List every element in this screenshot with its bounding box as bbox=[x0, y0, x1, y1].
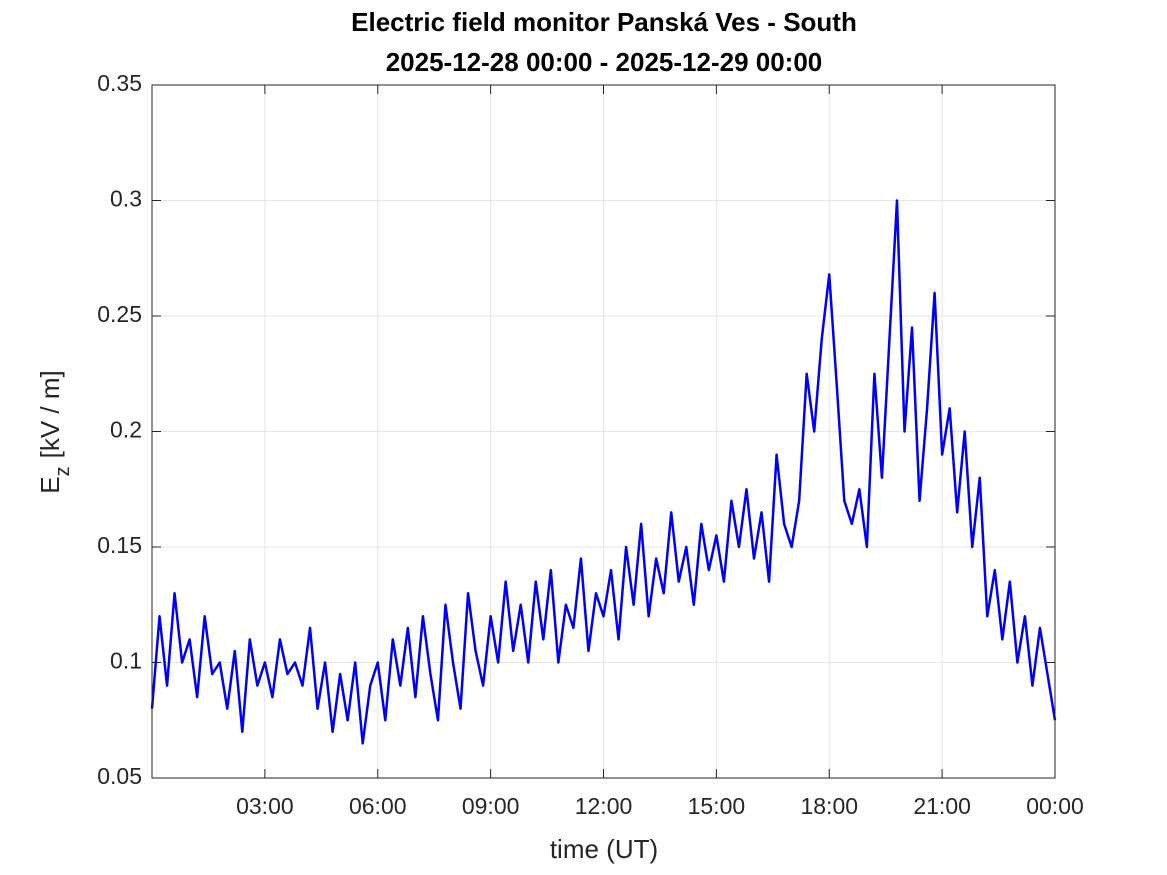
y-label-unit: [kV / m] bbox=[35, 370, 65, 458]
x-tick-label: 03:00 bbox=[236, 793, 294, 819]
y-tick-label: 0.2 bbox=[110, 417, 142, 443]
x-tick-label: 18:00 bbox=[800, 793, 858, 819]
data-line bbox=[150, 199, 1057, 745]
chart-title: Electric field monitor Panská Ves - Sout… bbox=[351, 7, 857, 37]
x-tick-label: 12:00 bbox=[575, 793, 633, 819]
y-tick-label: 0.05 bbox=[97, 763, 142, 789]
x-axis-label: time (UT) bbox=[550, 834, 658, 864]
plot-area: 0.05 0.1 0.15 0.2 0.25 0.3 0.35 03:00 06:00 09:00… bbox=[97, 70, 1084, 819]
chart-subtitle: 2025-12-28 00:00 - 2025-12-29 00:00 bbox=[386, 47, 823, 77]
x-tick-label: 06:00 bbox=[349, 793, 407, 819]
x-tick-label: 00:00 bbox=[1026, 793, 1084, 819]
y-label-main: E bbox=[35, 476, 65, 493]
y-tick-label: 0.1 bbox=[110, 648, 142, 674]
y-tick-label: 0.35 bbox=[97, 70, 142, 96]
y-tick-label: 0.25 bbox=[97, 301, 142, 327]
y-tick-label: 0.3 bbox=[110, 186, 142, 212]
x-tick-label: 09:00 bbox=[462, 793, 520, 819]
x-tick-label: 15:00 bbox=[688, 793, 746, 819]
y-axis-label: Ez [kV / m] bbox=[35, 370, 74, 493]
y-tick-label: 0.15 bbox=[97, 532, 142, 558]
y-label-subscript: z bbox=[52, 466, 74, 476]
axes-box bbox=[151, 84, 1056, 779]
x-tick-label: 21:00 bbox=[913, 793, 971, 819]
